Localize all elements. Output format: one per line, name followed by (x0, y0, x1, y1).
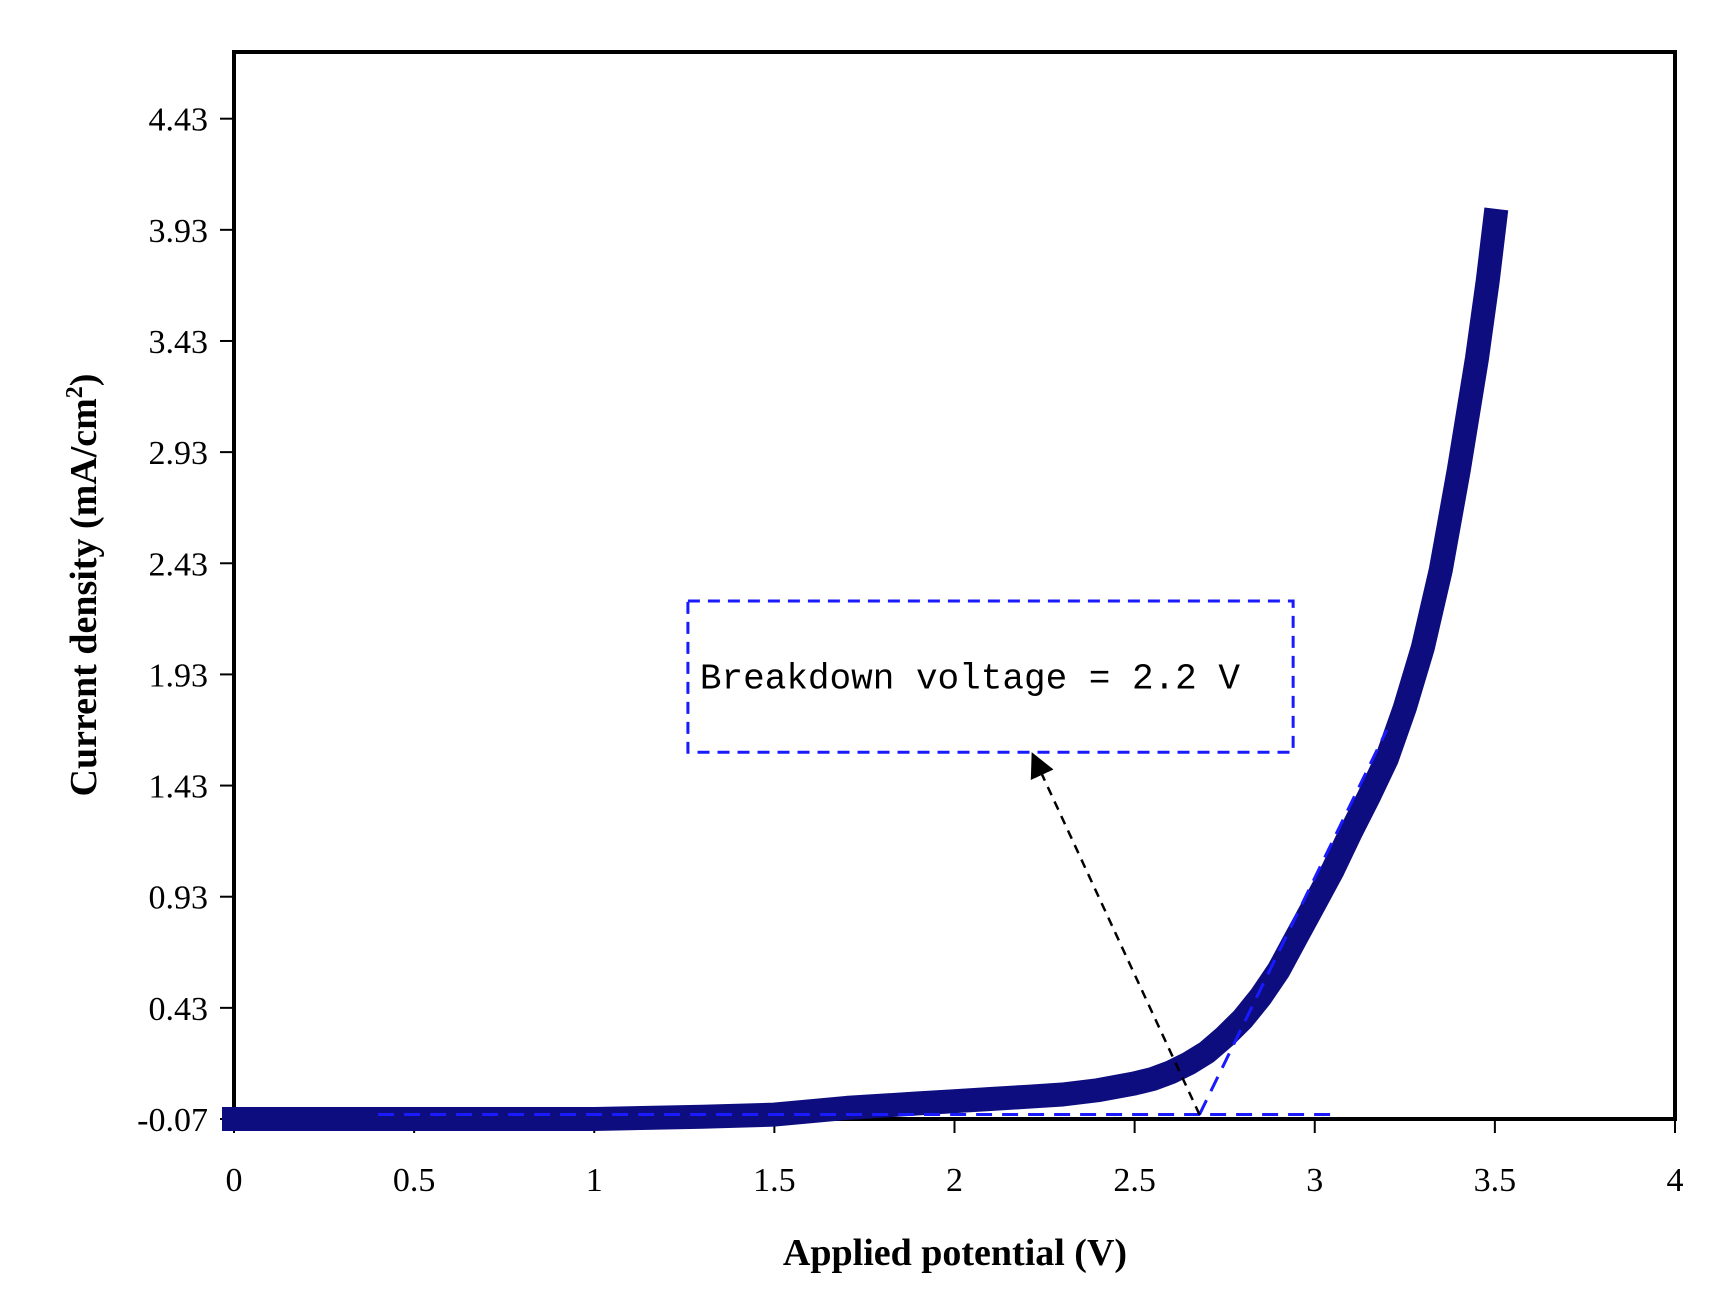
y-tick-label: -0.07 (137, 1102, 208, 1139)
x-tick-label: 2 (946, 1162, 963, 1199)
series-line (222, 207, 1509, 1131)
y-tick-label: 0.93 (149, 880, 209, 917)
y-axis-title-close: ) (63, 374, 105, 387)
y-tick-label: 0.43 (149, 991, 209, 1028)
x-tick-label: 0 (226, 1162, 243, 1199)
annotation-group: Breakdown voltage = 2.2 V (378, 599, 1389, 1117)
y-tick-label: 1.43 (149, 769, 209, 806)
plot-frame (232, 50, 1677, 1121)
y-tick-label: 2.43 (149, 546, 209, 583)
x-tick-label: 0.5 (393, 1162, 436, 1199)
y-axis-title-main: Current density (mA/cm (63, 398, 105, 796)
x-tick-label: 3.5 (1474, 1162, 1517, 1199)
y-tick-label: 3.43 (149, 324, 209, 361)
y-tick-label: 2.93 (149, 435, 209, 472)
x-tick-label: 1 (586, 1162, 603, 1199)
x-tick-label: 2.5 (1113, 1162, 1156, 1199)
annotation-box (686, 599, 1295, 754)
x-axis-title: Applied potential (V) (783, 1232, 1127, 1274)
tangent-dashed-line (1198, 729, 1389, 1116)
x-tick-label: 1.5 (753, 1162, 796, 1199)
annotation-label: Breakdown voltage = 2.2 V (700, 659, 1240, 700)
y-tick-label: 3.93 (149, 213, 209, 250)
y-axis-title-superscript: 2 (62, 386, 88, 398)
x-tick-label: 4 (1667, 1162, 1684, 1199)
y-tick-label: 1.93 (149, 657, 209, 694)
y-axis-ticks: -0.07 0.43 0.93 1.43 1.93 2.43 2.93 3.43 3.93 4.4… (137, 102, 234, 1139)
series-group (222, 207, 1509, 1131)
x-tick-label: 3 (1306, 1162, 1323, 1199)
y-tick-label: 4.43 (149, 102, 209, 139)
y-axis-title: Current density (mA/cm2) (62, 374, 105, 797)
annotation-arrow (1030, 752, 1201, 1116)
x-axis-ticks: 0 0.5 1 1.5 2 2.5 3 3.5 4 (226, 1119, 1684, 1199)
